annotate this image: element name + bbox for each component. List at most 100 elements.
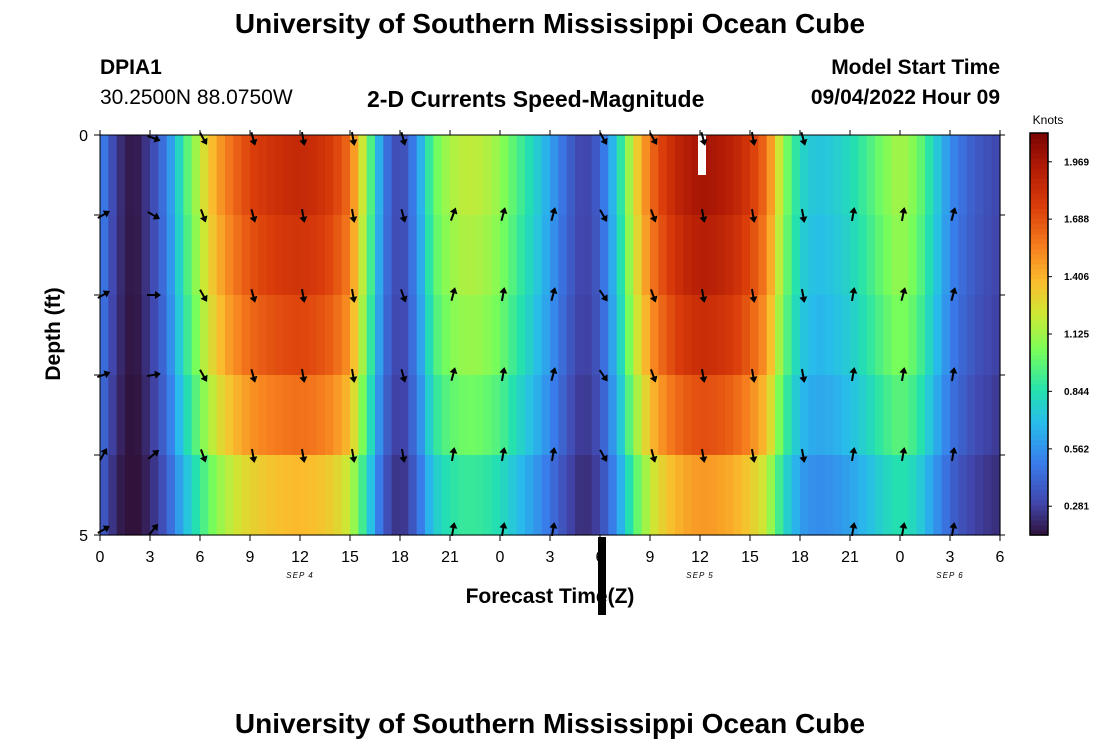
- heatmap-cell: [875, 135, 884, 216]
- heatmap-cell: [666, 375, 676, 456]
- current-vector: [148, 523, 159, 536]
- heatmap-cell: [541, 215, 551, 296]
- heatmap-cell: [925, 375, 934, 456]
- heatmap-cell: [416, 455, 426, 536]
- masked-cell: [698, 135, 706, 175]
- heatmap-cell: [833, 215, 843, 296]
- heatmap-cell: [625, 215, 634, 296]
- heatmap-cell: [941, 375, 951, 456]
- heatmap-cell: [983, 215, 993, 296]
- heatmap-cell: [916, 455, 926, 536]
- heatmap-cell: [633, 135, 643, 216]
- heatmap-cell: [933, 375, 943, 456]
- current-vector: [349, 448, 358, 463]
- heatmap-cell: [100, 375, 109, 456]
- chart-title: 2-D Currents Speed-Magnitude: [367, 86, 705, 112]
- heatmap-cell: [716, 295, 726, 376]
- heatmap-cell: [266, 375, 276, 456]
- heatmap-cell: [183, 455, 193, 536]
- colorbar-segment: [1030, 524, 1048, 531]
- heatmap-cell: [291, 295, 301, 376]
- heatmap-cell: [575, 215, 584, 296]
- heatmap-cell: [741, 295, 751, 376]
- heatmap-cell: [225, 375, 234, 456]
- heatmap-cell: [708, 215, 718, 296]
- heatmap-cell: [325, 455, 334, 536]
- colorbar-segment: [1030, 394, 1048, 400]
- current-vector: [249, 368, 258, 383]
- heatmap-cell: [700, 455, 709, 536]
- colorbar-segment: [1030, 514, 1048, 521]
- vector-head: [849, 207, 858, 214]
- heatmap-cell: [200, 135, 209, 216]
- heatmap-cell: [675, 215, 684, 296]
- current-vector: [399, 289, 408, 303]
- heatmap-cell: [458, 375, 468, 456]
- heatmap-cell: [683, 135, 693, 216]
- heatmap-cell: [500, 215, 509, 296]
- x-tick-label: 18: [391, 549, 409, 566]
- heatmap-cell: [850, 375, 859, 456]
- current-vector: [549, 367, 558, 382]
- heatmap-cell: [733, 375, 743, 456]
- current-vector: [799, 208, 808, 223]
- heatmap-cell: [666, 215, 676, 296]
- colorbar-segment: [1030, 349, 1048, 355]
- heatmap-cell: [166, 215, 176, 296]
- heatmap-cell: [183, 135, 193, 216]
- heatmap-cell: [291, 215, 301, 296]
- current-vector: [899, 207, 908, 222]
- heatmap-cell: [425, 455, 434, 536]
- vector-head: [549, 522, 558, 529]
- current-vector: [899, 287, 908, 302]
- heatmap-cell: [166, 375, 176, 456]
- current-vector: [949, 287, 958, 302]
- colorbar-tick-label: 1.969: [1064, 157, 1089, 168]
- heatmap-cell: [158, 135, 168, 216]
- current-vector: [399, 368, 408, 383]
- heatmap-cell: [116, 135, 126, 216]
- heatmap-cell: [116, 215, 126, 296]
- heatmap-cell: [683, 375, 693, 456]
- heatmap-cell: [725, 135, 734, 216]
- heatmap-cell: [408, 215, 418, 296]
- heatmap-cell: [833, 135, 843, 216]
- vector-head: [499, 447, 508, 454]
- current-vector: [97, 525, 110, 534]
- colorbar-segment: [1030, 273, 1048, 280]
- colorbar-segment: [1030, 153, 1048, 159]
- vector-head: [849, 287, 858, 294]
- heatmap-cell: [675, 295, 684, 376]
- current-vector: [949, 207, 958, 222]
- heatmap-cell: [633, 455, 643, 536]
- vector-head: [449, 207, 458, 215]
- heatmap-cell: [250, 455, 259, 536]
- x-tick-label: 9: [646, 549, 655, 566]
- heatmap-cell: [866, 455, 876, 536]
- current-vector: [147, 211, 160, 220]
- heatmap-cell: [583, 135, 593, 216]
- heatmap-cell: [775, 135, 784, 216]
- current-vector: [549, 287, 558, 302]
- heatmap-cell: [450, 215, 459, 296]
- vector-head: [899, 447, 908, 454]
- heatmap-cell: [225, 455, 234, 536]
- heatmap-cell: [516, 135, 526, 216]
- heatmap-cell: [741, 135, 751, 216]
- vector-head: [199, 215, 208, 223]
- current-vector: [249, 288, 258, 303]
- vector-head: [154, 370, 161, 379]
- heatmap-cell: [691, 375, 701, 456]
- vector-head: [749, 216, 758, 223]
- current-vector: [549, 447, 558, 462]
- current-vector: [749, 368, 758, 383]
- colorbar-segment: [1030, 489, 1048, 496]
- heatmap-cell: [916, 295, 926, 376]
- heatmap-cell: [366, 295, 376, 376]
- heatmap-cell: [300, 455, 309, 536]
- heatmap-cell: [266, 295, 276, 376]
- heatmap-cell: [191, 295, 201, 376]
- heatmap-cell: [233, 215, 243, 296]
- current-vector: [749, 131, 758, 146]
- heatmap-cell: [575, 375, 584, 456]
